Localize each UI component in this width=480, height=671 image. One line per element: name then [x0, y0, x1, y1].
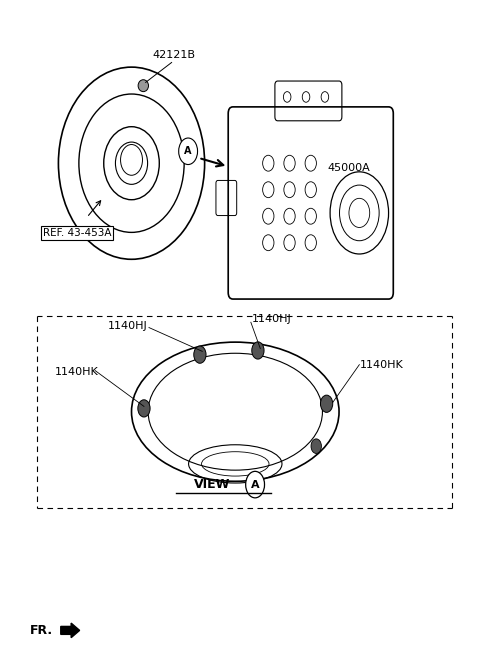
Circle shape	[138, 400, 150, 417]
Text: 1140HK: 1140HK	[360, 360, 404, 370]
Circle shape	[179, 138, 198, 164]
Text: FR.: FR.	[30, 624, 53, 637]
Text: 1140HJ: 1140HJ	[108, 321, 148, 331]
Text: VIEW: VIEW	[193, 478, 230, 491]
Circle shape	[194, 346, 206, 363]
Circle shape	[246, 471, 264, 498]
Text: 1140HJ: 1140HJ	[252, 314, 291, 324]
Text: A: A	[251, 480, 259, 490]
FancyArrow shape	[61, 623, 80, 637]
Text: 45000A: 45000A	[327, 163, 370, 173]
Circle shape	[321, 395, 333, 413]
Ellipse shape	[138, 80, 148, 92]
Text: 42121B: 42121B	[153, 50, 195, 60]
Text: A: A	[184, 146, 192, 156]
Circle shape	[252, 342, 264, 359]
Text: REF. 43-453A: REF. 43-453A	[43, 227, 111, 238]
Circle shape	[311, 439, 322, 454]
Text: 1140HK: 1140HK	[55, 367, 99, 377]
